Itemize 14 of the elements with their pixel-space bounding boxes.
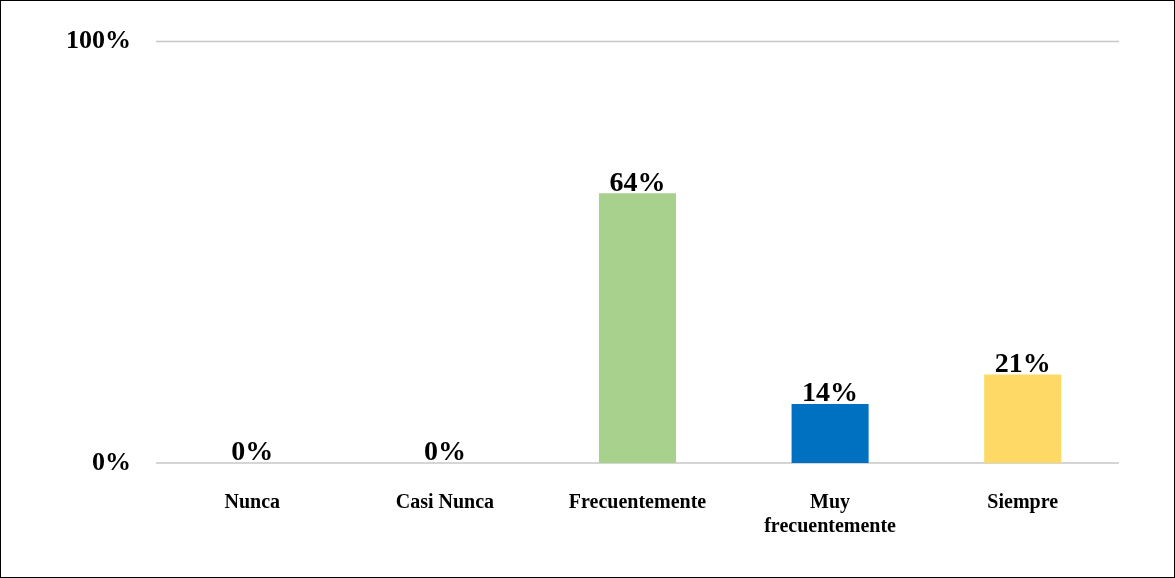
data-label: 0% [231,435,274,467]
x-tick-label: Muy frecuentemente [764,490,897,537]
bar [598,193,677,463]
data-label: 21% [994,346,1051,378]
x-tick-label: Nunca [224,490,281,513]
data-label: 14% [802,376,859,408]
x-tick-label: Frecuentemente [568,490,707,513]
x-tick-label: Siempre [987,490,1059,514]
data-label: 64% [609,165,666,197]
data-label: 0% [423,435,466,467]
bar [984,374,1062,463]
y-tick-label: 100% [66,25,131,55]
bar [791,404,869,463]
x-tick-label: Casi Nunca [395,490,495,513]
